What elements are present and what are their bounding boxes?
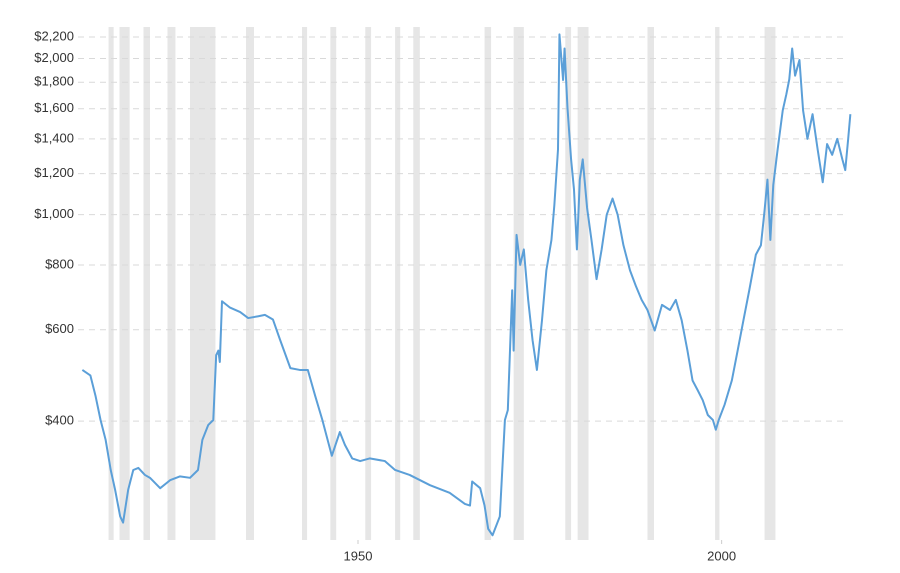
y-tick-label: $1,200	[34, 165, 74, 180]
y-tick-label: $2,200	[34, 28, 74, 43]
recession-band	[715, 27, 720, 540]
y-tick-label: $400	[45, 413, 74, 428]
y-tick-label: $2,000	[34, 50, 74, 65]
recession-band	[190, 27, 216, 540]
y-tick-label: $600	[45, 321, 74, 336]
price-line	[81, 33, 852, 537]
recession-band	[577, 27, 589, 540]
x-tick-label: 1950	[344, 548, 373, 563]
recession-band	[365, 27, 372, 540]
recession-band	[413, 27, 420, 540]
y-tick-label: $1,600	[34, 100, 74, 115]
recession-band	[484, 27, 492, 540]
recession-band	[246, 27, 254, 540]
recession-band	[395, 27, 401, 540]
recession-band	[764, 27, 776, 540]
recession-band	[119, 27, 130, 540]
recession-band	[167, 27, 176, 540]
x-tick-label: 2000	[707, 548, 736, 563]
recession-band	[108, 27, 114, 540]
recession-band	[330, 27, 337, 540]
y-tick-label: $1,400	[34, 130, 74, 145]
recession-band	[302, 27, 308, 540]
y-tick-label: $800	[45, 256, 74, 271]
recession-band	[513, 27, 524, 540]
recession-band	[565, 27, 572, 540]
y-tick-label: $1,000	[34, 206, 74, 221]
recession-band	[143, 27, 150, 540]
recession-band	[647, 27, 654, 540]
y-tick-label: $1,800	[34, 74, 74, 89]
